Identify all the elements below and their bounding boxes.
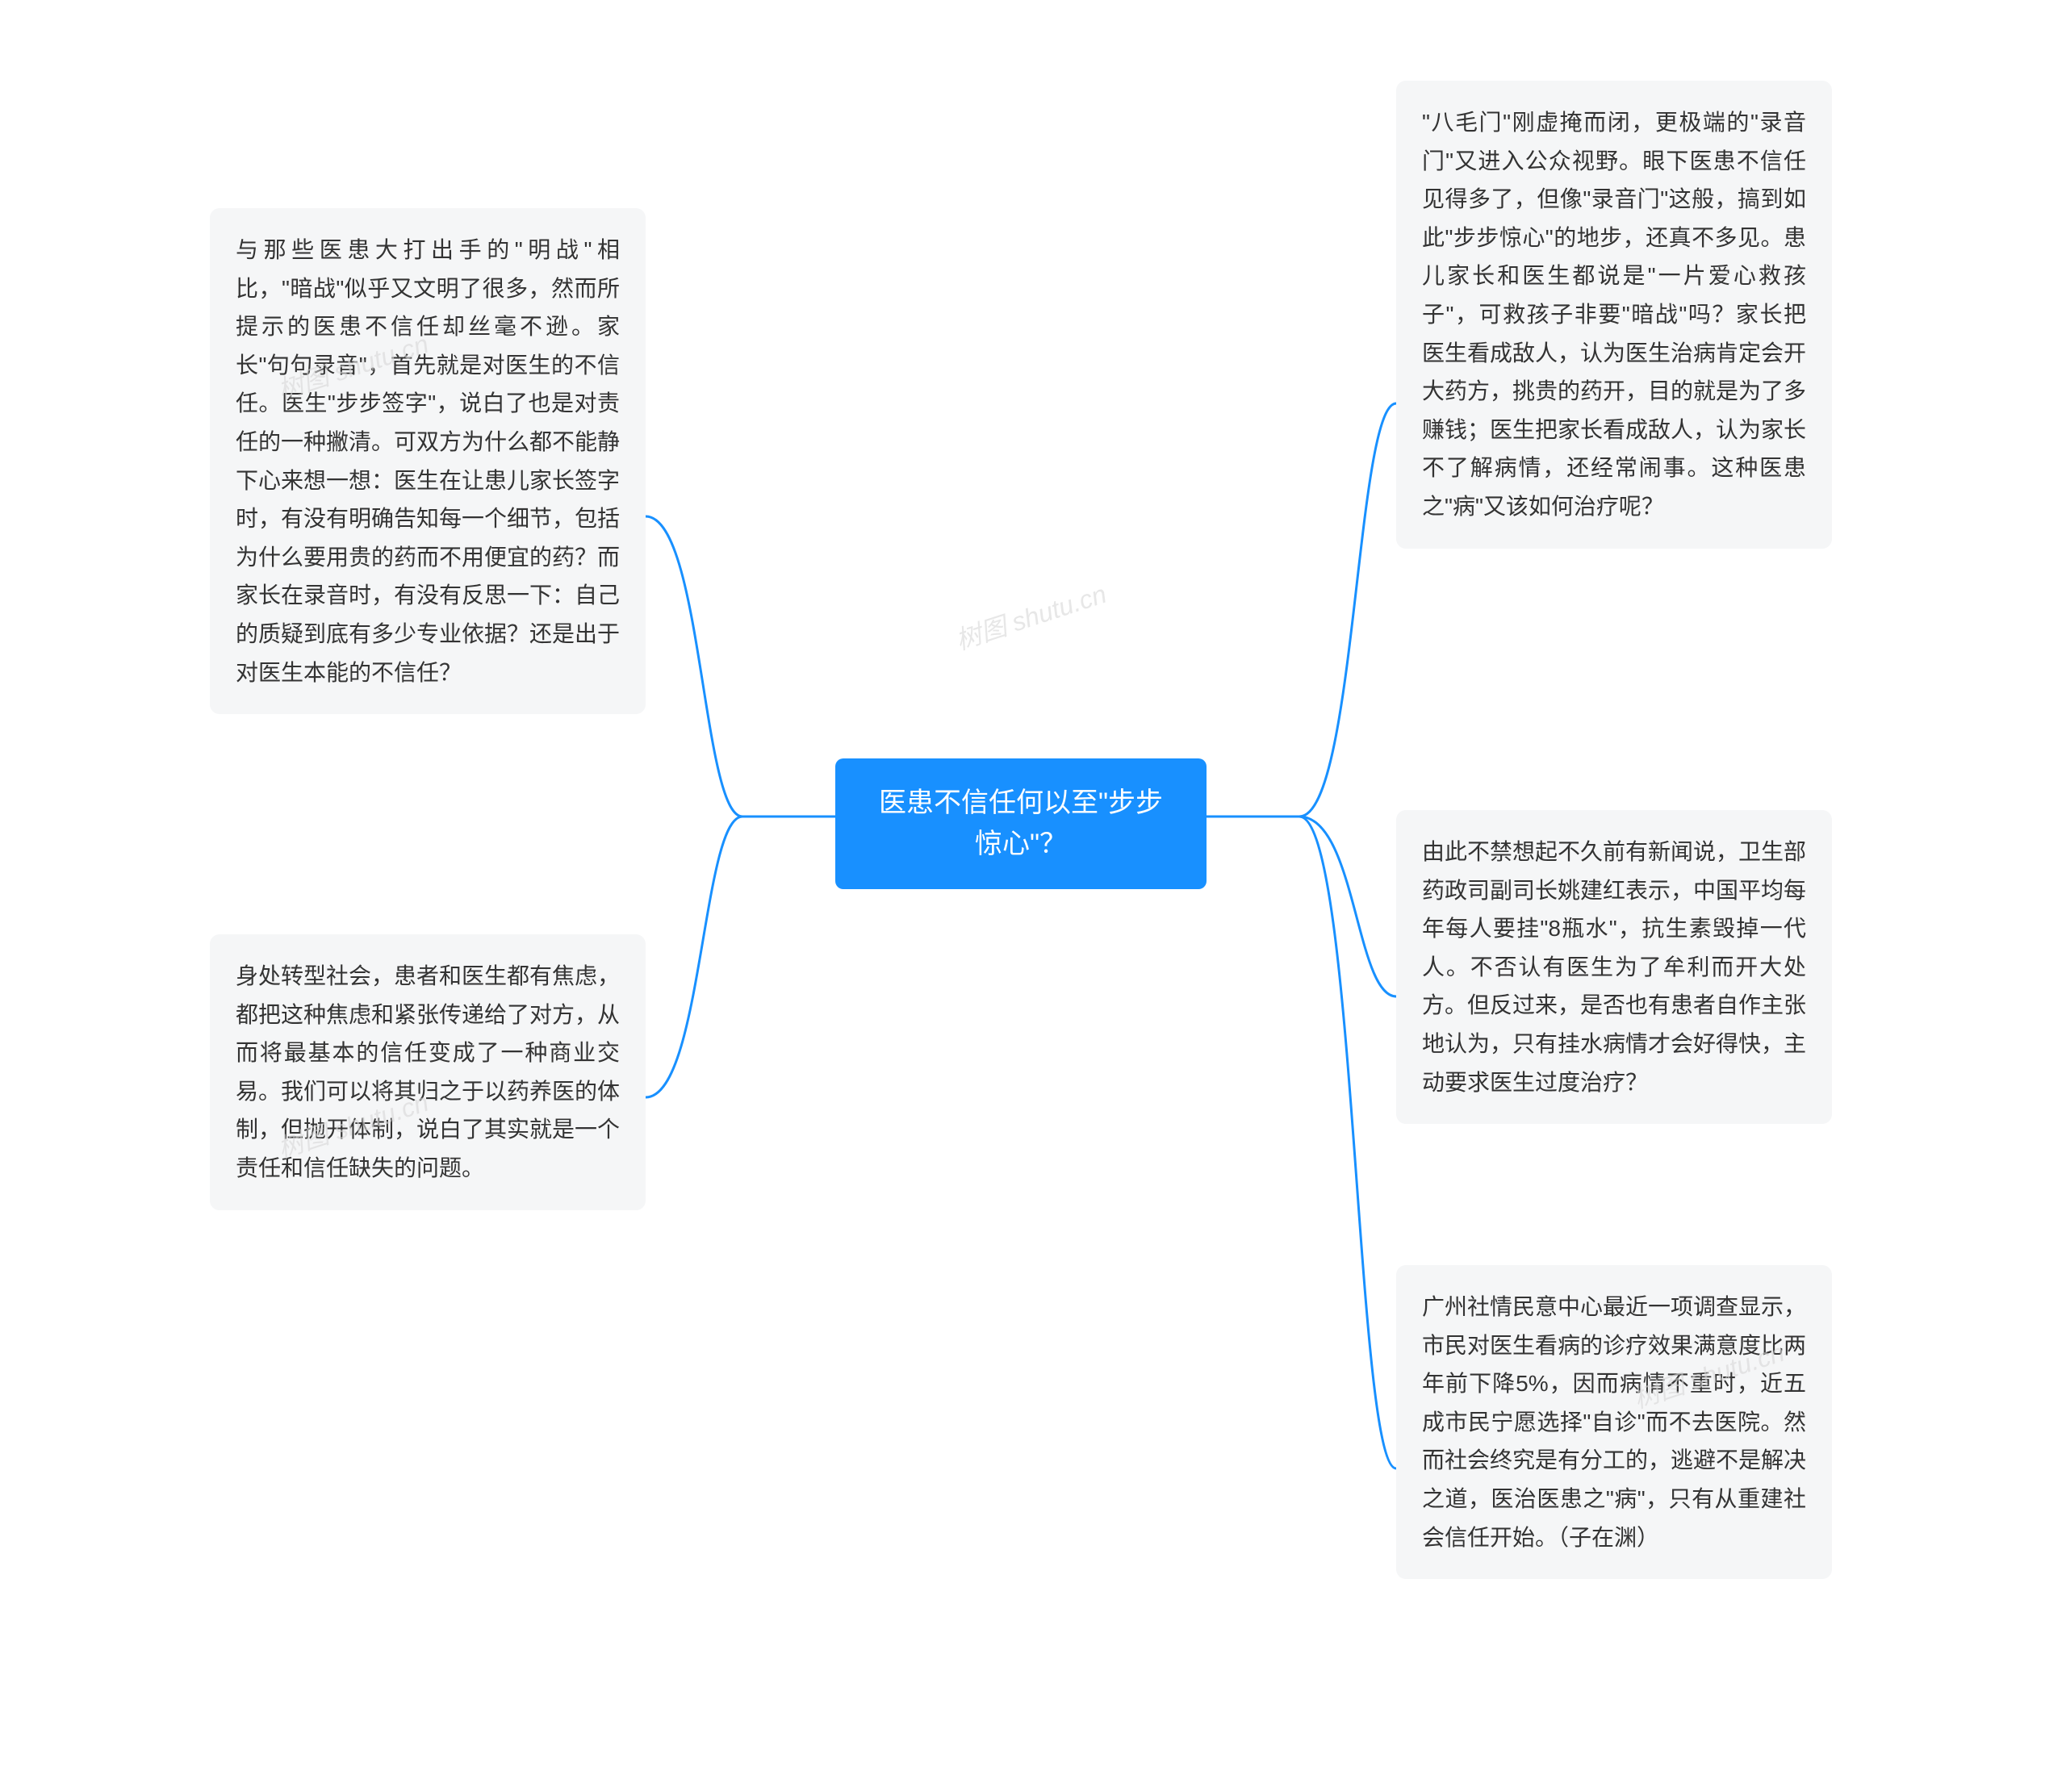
right-branch-1 bbox=[1299, 403, 1396, 817]
mindmap-container: 医患不信任何以至"步步惊心"？ 与那些医患大打出手的"明战"相比，"暗战"似乎又… bbox=[0, 0, 2066, 1792]
right-branch-2 bbox=[1299, 817, 1396, 996]
center-node[interactable]: 医患不信任何以至"步步惊心"？ bbox=[835, 758, 1207, 889]
right-branch-node-1[interactable]: "八毛门"刚虚掩而闭，更极端的"录音门"又进入公众视野。眼下医患不信任见得多了，… bbox=[1396, 81, 1832, 549]
right-branch-text-1: "八毛门"刚虚掩而闭，更极端的"录音门"又进入公众视野。眼下医患不信任见得多了，… bbox=[1422, 110, 1806, 519]
left-branch-1 bbox=[646, 516, 742, 817]
right-branch-3 bbox=[1299, 817, 1396, 1468]
right-branch-node-2[interactable]: 由此不禁想起不久前有新闻说，卫生部药政司副司长姚建红表示，中国平均每年每人要挂"… bbox=[1396, 810, 1832, 1124]
right-branch-text-2: 由此不禁想起不久前有新闻说，卫生部药政司副司长姚建红表示，中国平均每年每人要挂"… bbox=[1422, 839, 1806, 1095]
right-branch-text-3: 广州社情民意中心最近一项调查显示，市民对医生看病的诊疗效果满意度比两年前下降5%… bbox=[1422, 1294, 1806, 1550]
center-text: 医患不信任何以至"步步惊心"？ bbox=[879, 787, 1163, 859]
left-branch-node-1[interactable]: 与那些医患大打出手的"明战"相比，"暗战"似乎又文明了很多，然而所提示的医患不信… bbox=[210, 208, 646, 714]
watermark-3: 树图 shutu.cn bbox=[951, 574, 1111, 658]
left-branch-2 bbox=[646, 817, 742, 1097]
right-branch-node-3[interactable]: 广州社情民意中心最近一项调查显示，市民对医生看病的诊疗效果满意度比两年前下降5%… bbox=[1396, 1265, 1832, 1579]
left-branch-node-2[interactable]: 身处转型社会，患者和医生都有焦虑，都把这种焦虑和紧张传递给了对方，从而将最基本的… bbox=[210, 934, 646, 1210]
left-branch-text-2: 身处转型社会，患者和医生都有焦虑，都把这种焦虑和紧张传递给了对方，从而将最基本的… bbox=[236, 963, 620, 1180]
left-branch-text-1: 与那些医患大打出手的"明战"相比，"暗战"似乎又文明了很多，然而所提示的医患不信… bbox=[236, 237, 620, 685]
